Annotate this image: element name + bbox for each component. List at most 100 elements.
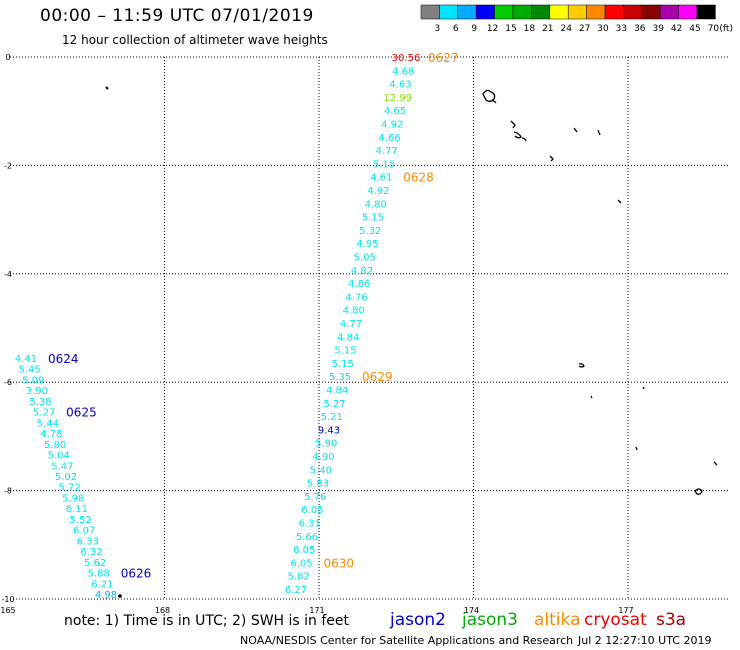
island-outlines [105, 86, 718, 495]
island-icon [105, 86, 109, 90]
swh-value: 4.90 [312, 452, 334, 463]
swh-value: 5.21 [321, 412, 343, 423]
colorbar-swatch [567, 4, 587, 20]
mission-jason3: jason3 [462, 610, 518, 630]
swh-value: 5.35 [329, 372, 351, 383]
swh-value: 4.61 [370, 173, 392, 184]
colorbar-swatch [586, 4, 606, 20]
swh-value: 4.76 [345, 292, 367, 303]
lon-tick-label: 177 [618, 606, 633, 615]
colorbar-swatch [549, 4, 569, 20]
mission-jason2: jason2 [390, 610, 446, 630]
swh-value: 5.88 [88, 569, 110, 580]
swh-value: 5.27 [33, 408, 55, 419]
swh-value: 4.63 [389, 80, 411, 91]
swh-value: 4.80 [365, 199, 387, 210]
colorbar-swatch [420, 4, 440, 20]
swh-value: 6.11 [66, 504, 88, 515]
colorbar-swatch [531, 4, 551, 20]
units-note: note: 1) Time is in UTC; 2) SWH is in fe… [64, 613, 350, 629]
swh-value: 5.52 [69, 515, 91, 526]
colorbar-label: 30 [597, 24, 609, 34]
island-icon [482, 89, 497, 104]
island-icon [617, 199, 622, 204]
swh-value: 5.44 [37, 418, 59, 429]
swh-value: 4.84 [337, 332, 359, 343]
pass-time-label: 0625 [66, 406, 97, 420]
color-legend: 3 6 9 12 15 18 21 24 27 30 33 36 39 42 45 70 (ft) [420, 4, 733, 34]
swh-value: 5.66 [296, 532, 318, 543]
pass-time-label: 0629 [362, 370, 393, 384]
lat-lon-grid: 165 168 171 174 177 0 -2 -4 -6 -8 -10 [0, 53, 730, 615]
map-title: 00:00 – 11:59 UTC 07/01/2019 [40, 6, 314, 26]
swh-value: 12.99 [383, 93, 412, 104]
lat-tick-label: -2 [4, 161, 12, 170]
colorbar-swatch [512, 4, 532, 20]
lon-tick-label: 168 [155, 606, 170, 615]
lon-tick-label: 171 [309, 606, 324, 615]
swh-value: 5.15 [334, 346, 356, 357]
swh-value: 5.02 [55, 472, 77, 483]
lat-tick-label: -10 [1, 595, 14, 604]
colorbar-swatch [696, 4, 716, 20]
colorbar-swatch [475, 4, 495, 20]
lon-tick-label: 165 [0, 606, 15, 615]
swh-value: 5.76 [304, 492, 326, 503]
swh-value: 6.07 [73, 526, 95, 537]
swh-value: 5.27 [323, 399, 345, 410]
island-icon [635, 446, 718, 466]
island-icon [573, 127, 601, 136]
colorbar-swatch [439, 4, 459, 20]
swh-value: 4.65 [384, 106, 406, 117]
generated-timestamp: Jul 2 12:27:10 UTC 2019 [578, 634, 712, 647]
colorbar-label: 45 [689, 24, 700, 34]
swh-value: 5.15 [373, 159, 395, 170]
colorbar-label: 6 [453, 24, 459, 34]
swh-value: 6.21 [91, 579, 113, 590]
map-subtitle: 12 hour collection of altimeter wave hei… [62, 33, 328, 47]
swh-value: 6.32 [80, 547, 102, 558]
swh-value: 6.05 [301, 505, 323, 516]
swh-value: 4.84 [326, 386, 348, 397]
island-icon [694, 488, 703, 495]
swh-value: 5.04 [48, 451, 70, 462]
colorbar-swatch [659, 4, 679, 20]
colorbar-unit: (ft) [719, 24, 733, 34]
pass-time-label: 0624 [48, 352, 79, 366]
swh-value: 5.15 [362, 213, 384, 224]
swh-value: 5.40 [310, 465, 332, 476]
colorbar-swatch [457, 4, 477, 20]
island-icon [578, 363, 585, 368]
colorbar-label: 21 [542, 24, 553, 34]
swh-value: 6.05 [293, 545, 315, 556]
lat-tick-label: -6 [4, 378, 12, 387]
lat-tick-label: -4 [4, 270, 12, 279]
mission-s3a: s3a [656, 610, 687, 630]
pass-time-label: 0626 [121, 567, 152, 581]
swh-value: 4.66 [378, 133, 400, 144]
swh-value: 6.05 [290, 558, 312, 569]
colorbar-swatch [678, 4, 698, 20]
swh-value: 5.32 [359, 226, 381, 237]
swh-value: 5.15 [332, 359, 354, 370]
island-icon [590, 386, 645, 399]
colorbar-label: 36 [634, 24, 646, 34]
colorbar-swatch [604, 4, 624, 20]
swh-value: 4.92 [367, 186, 389, 197]
swh-value: 4.95 [356, 239, 378, 250]
colorbar-label: 42 [671, 24, 682, 34]
swh-value: 5.82 [288, 572, 310, 583]
swh-value: 4.78 [40, 429, 62, 440]
swh-value: 4.98 [95, 590, 117, 601]
lat-tick-label: 0 [5, 53, 10, 62]
colorbar-swatch [623, 4, 643, 20]
island-icon [510, 120, 527, 142]
island-icon [549, 155, 554, 162]
credit-text: NOAA/NESDIS Center for Satellite Applica… [240, 634, 574, 647]
lat-tick-label: -8 [4, 487, 12, 496]
swh-value: 5.05 [354, 253, 376, 264]
colorbar-label: 15 [505, 24, 516, 34]
swh-value: 4.41 [15, 354, 37, 365]
pass-time-label: 0627 [428, 51, 459, 65]
